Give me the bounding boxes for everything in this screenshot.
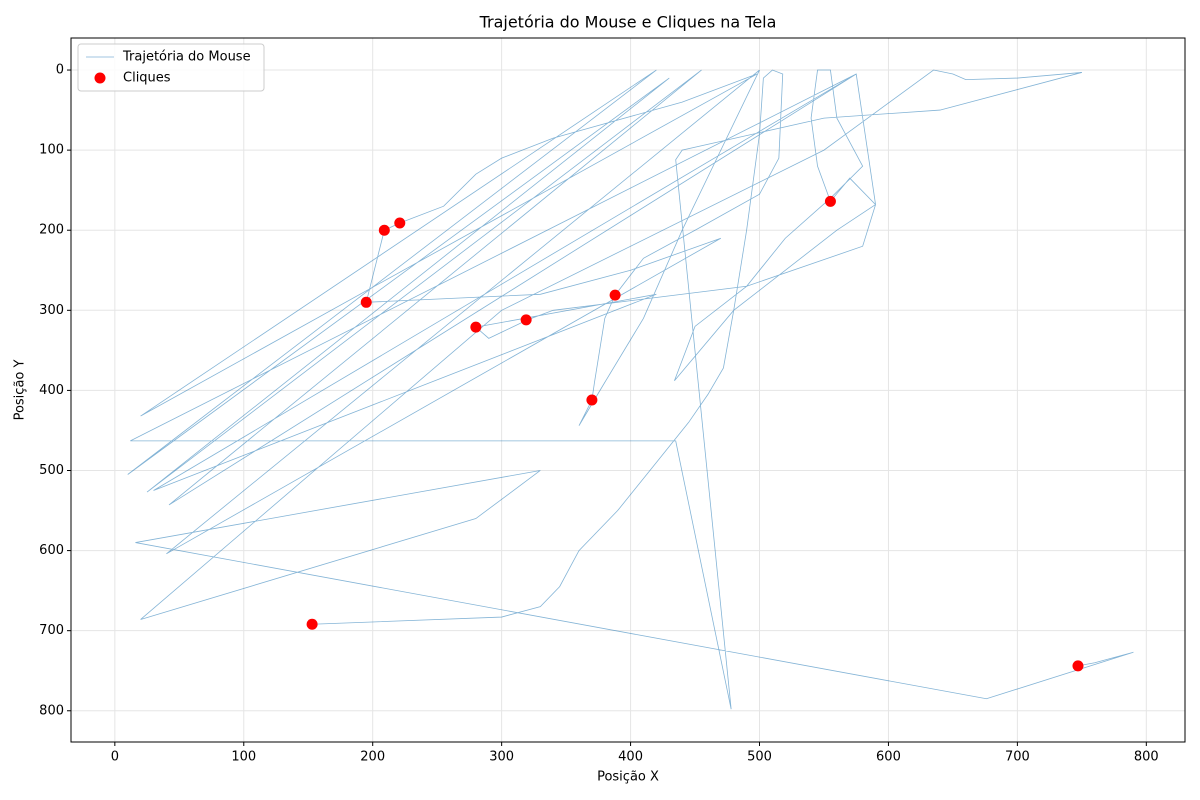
click-point xyxy=(306,618,318,630)
click-point xyxy=(586,394,598,406)
click-point xyxy=(609,289,621,301)
x-axis-label: Posição X xyxy=(597,770,659,785)
click-point xyxy=(824,195,836,207)
x-tick-label: 600 xyxy=(876,750,901,765)
x-tick-label: 0 xyxy=(111,750,119,765)
plot-frame xyxy=(70,37,1186,743)
y-tick-label: 100 xyxy=(39,143,64,158)
y-tick-label: 300 xyxy=(39,303,64,318)
x-tick-label: 400 xyxy=(618,750,643,765)
y-tick-label: 800 xyxy=(39,703,64,718)
y-axis-label: Posição Y xyxy=(13,360,28,421)
y-tick-label: 400 xyxy=(39,383,64,398)
x-tick-label: 100 xyxy=(231,750,256,765)
chart-title: Trajetória do Mouse e Cliques na Tela xyxy=(479,13,777,32)
click-point xyxy=(360,296,372,308)
x-tick-label: 300 xyxy=(489,750,514,765)
legend-label: Cliques xyxy=(123,71,171,86)
y-tick-label: 200 xyxy=(39,223,64,238)
x-tick-label: 700 xyxy=(1005,750,1030,765)
y-tick-label: 600 xyxy=(39,543,64,558)
y-tick-label: 500 xyxy=(39,463,64,478)
click-point xyxy=(470,321,482,333)
trajectory-line xyxy=(127,69,1134,710)
click-point xyxy=(378,224,390,236)
legend-box xyxy=(77,43,265,92)
x-tick-label: 200 xyxy=(360,750,385,765)
y-tick-label: 700 xyxy=(39,623,64,638)
x-tick-label: 800 xyxy=(1134,750,1159,765)
click-point xyxy=(520,314,532,326)
click-point xyxy=(1072,660,1084,672)
x-tick-label: 500 xyxy=(747,750,772,765)
y-tick-label: 0 xyxy=(56,63,64,78)
click-point xyxy=(394,217,406,229)
legend-marker xyxy=(94,72,106,84)
legend-label: Trajetória do Mouse xyxy=(122,50,251,65)
